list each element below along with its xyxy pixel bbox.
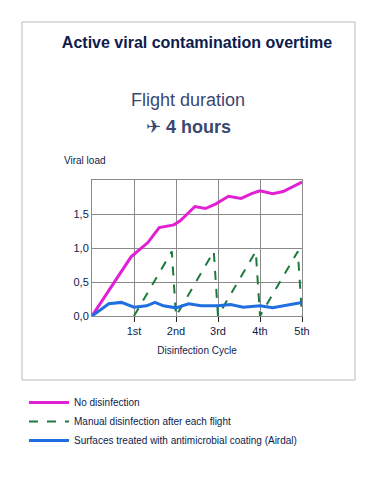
svg-text:1,0: 1,0	[74, 242, 89, 254]
svg-text:3rd: 3rd	[210, 325, 226, 337]
svg-text:5th: 5th	[294, 325, 309, 337]
svg-text:0,5: 0,5	[74, 276, 89, 288]
svg-text:Active viral contamination ove: Active viral contamination overtime	[62, 34, 332, 51]
svg-text:2nd: 2nd	[167, 325, 185, 337]
svg-text:1,5: 1,5	[74, 208, 89, 220]
svg-text:Viral load: Viral load	[64, 155, 106, 166]
svg-text:Disinfection Cycle: Disinfection Cycle	[157, 345, 237, 356]
svg-text:0,0: 0,0	[74, 310, 89, 322]
svg-text:Surfaces treated with antimicr: Surfaces treated with antimicrobial coat…	[74, 435, 297, 446]
svg-text:Manual disinfection after each: Manual disinfection after each flight	[74, 416, 231, 427]
svg-text:✈ 4 hours: ✈ 4 hours	[146, 117, 231, 137]
svg-text:Flight duration: Flight duration	[131, 90, 245, 110]
svg-text:4th: 4th	[252, 325, 267, 337]
svg-text:No disinfection: No disinfection	[74, 397, 140, 408]
svg-text:1st: 1st	[127, 325, 142, 337]
